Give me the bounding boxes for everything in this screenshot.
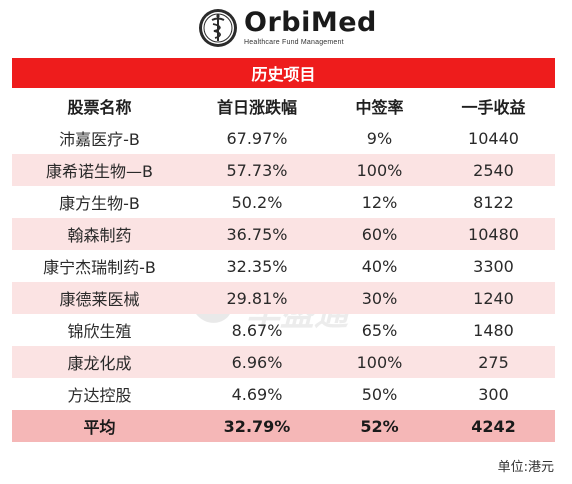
table-row: 康希诺生物—B 57.73% 100% 2540 xyxy=(12,154,555,186)
cell-stock-name: 锦欣生殖 xyxy=(67,322,132,341)
cell-allotment-rate: 100% xyxy=(327,154,432,186)
cell-allotment-rate: 9% xyxy=(366,128,393,148)
cell-first-day-change: 4.69% xyxy=(231,384,283,404)
header-lot-profit: 一手收益 xyxy=(461,98,526,117)
table-row: 锦欣生殖 8.67% 65% 1480 xyxy=(12,314,555,346)
cell-first-day-change: 8.67% xyxy=(231,320,283,340)
cell-allotment-rate: 60% xyxy=(327,218,432,250)
cell-allotment-rate: 65% xyxy=(361,320,398,340)
cell-stock-name: 康宁杰瑞制药-B xyxy=(43,258,156,277)
cell-allotment-rate: 50% xyxy=(361,384,398,404)
cell-allotment-rate: 100% xyxy=(327,346,432,378)
table-header-row: 股票名称 首日涨跌幅 中签率 一手收益 xyxy=(12,90,555,122)
banner-title: 历史项目 xyxy=(251,65,316,84)
cell-allotment-rate: 30% xyxy=(327,282,432,314)
cell-stock-name: 翰森制药 xyxy=(12,218,187,250)
caduceus-seal-icon xyxy=(199,9,237,47)
history-table: 股票名称 首日涨跌幅 中签率 一手收益 沛嘉医疗-B 67.97% 9% 104… xyxy=(12,90,555,442)
cell-stock-name: 康方生物-B xyxy=(59,194,140,213)
cell-first-day-change: 36.75% xyxy=(187,218,327,250)
average-lot-profit: 4242 xyxy=(432,410,555,442)
cell-stock-name: 方达控股 xyxy=(67,386,132,405)
cell-first-day-change: 50.2% xyxy=(231,192,283,212)
header-stock-name: 股票名称 xyxy=(67,98,132,117)
cell-first-day-change: 57.73% xyxy=(187,154,327,186)
cell-lot-profit: 3300 xyxy=(473,256,514,276)
cell-allotment-rate: 40% xyxy=(361,256,398,276)
table-row: 翰森制药 36.75% 60% 10480 xyxy=(12,218,555,250)
average-row: 平均 32.79% 52% 4242 xyxy=(12,410,555,442)
table-row: 康德莱医械 29.81% 30% 1240 xyxy=(12,282,555,314)
cell-lot-profit: 1240 xyxy=(432,282,555,314)
cell-first-day-change: 29.81% xyxy=(187,282,327,314)
cell-stock-name: 康龙化成 xyxy=(12,346,187,378)
unit-note: 单位:港元 xyxy=(497,460,554,475)
cell-lot-profit: 10440 xyxy=(468,128,519,148)
section-banner: 历史项目 xyxy=(12,58,555,88)
table-row: 沛嘉医疗-B 67.97% 9% 10440 xyxy=(12,122,555,154)
header-allotment-rate: 中签率 xyxy=(355,98,404,117)
brand-tagline: Healthcare Fund Management xyxy=(244,39,344,46)
average-allotment-rate: 52% xyxy=(327,410,432,442)
table-row: 康方生物-B 50.2% 12% 8122 xyxy=(12,186,555,218)
cell-lot-profit: 10480 xyxy=(432,218,555,250)
table-row: 方达控股 4.69% 50% 300 xyxy=(12,378,555,410)
brand-name: OrbiMed xyxy=(244,7,377,38)
cell-first-day-change: 32.35% xyxy=(226,256,288,276)
header-first-day-change: 首日涨跌幅 xyxy=(216,98,297,117)
average-first-day-change: 32.79% xyxy=(187,410,327,442)
orbimed-logo: OrbiMed Healthcare Fund Management xyxy=(198,6,377,50)
cell-lot-profit: 300 xyxy=(478,384,509,404)
table-row: 康龙化成 6.96% 100% 275 xyxy=(12,346,555,378)
cell-stock-name: 康德莱医械 xyxy=(12,282,187,314)
cell-stock-name: 康希诺生物—B xyxy=(12,154,187,186)
cell-lot-profit: 1480 xyxy=(473,320,514,340)
average-label: 平均 xyxy=(12,410,187,442)
table-row: 康宁杰瑞制药-B 32.35% 40% 3300 xyxy=(12,250,555,282)
cell-lot-profit: 8122 xyxy=(473,192,514,212)
cell-first-day-change: 6.96% xyxy=(187,346,327,378)
cell-first-day-change: 67.97% xyxy=(226,128,288,148)
cell-lot-profit: 2540 xyxy=(432,154,555,186)
cell-lot-profit: 275 xyxy=(432,346,555,378)
cell-allotment-rate: 12% xyxy=(361,192,398,212)
cell-stock-name: 沛嘉医疗-B xyxy=(59,130,140,149)
